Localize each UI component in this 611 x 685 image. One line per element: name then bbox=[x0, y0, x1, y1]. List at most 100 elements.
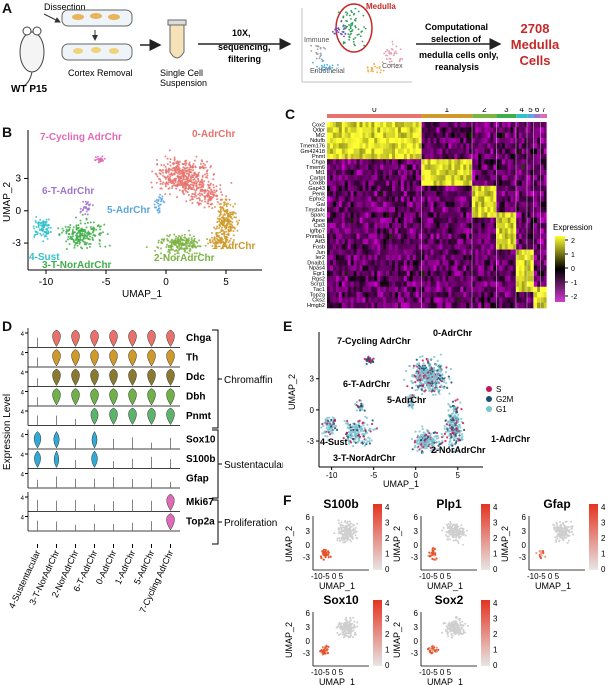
e-cluster-label-2: 2-NorAdrChr bbox=[431, 445, 486, 455]
y-tick-label: 3 bbox=[522, 527, 527, 536]
comp-label-4: reanalysis bbox=[435, 62, 479, 72]
comp-label-1: Computational bbox=[425, 22, 488, 32]
gene-label: Apoe bbox=[312, 218, 325, 224]
y-tick-label: 4 bbox=[21, 434, 25, 440]
scale-tick: 0 bbox=[601, 565, 606, 574]
y-tick-label: 4 bbox=[21, 410, 25, 416]
violin-gene-label: Gfap bbox=[186, 474, 209, 485]
scale-tick: 4 bbox=[385, 503, 390, 512]
cluster-bar bbox=[421, 114, 473, 118]
cluster-label-6: 6-T-AdrChr bbox=[42, 186, 94, 197]
y-tick-label: 0 bbox=[310, 406, 315, 415]
y-axis-label: UMAP_2 bbox=[392, 526, 402, 562]
x-axis-label: UMAP_1 bbox=[535, 581, 571, 591]
scale-tick: 3 bbox=[385, 615, 390, 624]
gene-label: Chga bbox=[312, 159, 326, 165]
violin-gene-label: Top2a bbox=[186, 517, 215, 528]
scale-tick: 2 bbox=[493, 630, 498, 639]
x-axis-label: UMAP_1 bbox=[319, 677, 355, 685]
cluster-number: 4 bbox=[519, 108, 524, 114]
scale-tick: 3 bbox=[493, 519, 498, 528]
gene-label: Gal bbox=[316, 202, 325, 208]
x-tick-labels: -10-5 0 5 bbox=[419, 668, 452, 677]
y-tick-label: 4 bbox=[21, 516, 25, 522]
legend-s: S bbox=[496, 385, 501, 394]
culture-dish-icon bbox=[61, 43, 133, 61]
y-tick-label: 3 bbox=[414, 527, 419, 536]
scale-tick: 1 bbox=[493, 646, 498, 655]
tube-icon bbox=[167, 19, 187, 59]
mouse-icon bbox=[19, 26, 45, 87]
y-tick-label: 4 bbox=[21, 496, 25, 502]
thumb-cortex-label: Cortex bbox=[382, 63, 403, 70]
cortex-removal-label: Cortex Removal bbox=[68, 68, 133, 78]
y-tick-label: 3 bbox=[306, 527, 311, 536]
gene-label: Sparc bbox=[310, 213, 325, 219]
e-cluster-label-5: 5-AdrChr bbox=[387, 395, 426, 405]
x-tick-label: 5 bbox=[223, 277, 229, 288]
scale-tick: 1 bbox=[385, 646, 390, 655]
legend-tick: 0 bbox=[571, 266, 575, 273]
scale-tick: 1 bbox=[385, 550, 390, 559]
legend-g2m: G2M bbox=[496, 395, 514, 404]
panel-label-b: B bbox=[2, 124, 13, 140]
gene-label: Gm42418 bbox=[300, 149, 325, 155]
y-axis-label: UMAP_2 bbox=[284, 622, 294, 658]
color-scale-bar bbox=[589, 504, 598, 570]
scale-tick: 1 bbox=[601, 550, 606, 559]
cluster-label-7: 7-Cycling AdrChr bbox=[40, 132, 122, 143]
cluster-number: 3 bbox=[504, 108, 509, 114]
y-tick-label: -3 bbox=[519, 553, 527, 562]
y-axis-label: UMAP_2 bbox=[392, 622, 402, 658]
x-tick-label: -5 bbox=[102, 277, 111, 288]
cluster-bar bbox=[527, 114, 534, 118]
scale-tick: 4 bbox=[493, 599, 498, 608]
legend-tick: -2 bbox=[571, 294, 577, 301]
cluster-number: 5 bbox=[528, 108, 533, 114]
panel-b-umap: -10 -5 0 5 3 0 -3 UMAP_1 UMAP_2 7-Cycling AdrC… bbox=[2, 129, 262, 300]
y-tick-label: 3 bbox=[310, 375, 315, 384]
cluster-bar bbox=[516, 114, 528, 118]
group-label-chromaffin: Chromaffin bbox=[224, 375, 273, 386]
cluster-number: 7 bbox=[541, 108, 546, 114]
scale-tick: 3 bbox=[493, 615, 498, 624]
scale-tick: 4 bbox=[601, 503, 606, 512]
x-tick-labels: -10-5 0 5 bbox=[311, 668, 344, 677]
result-label-1: Medulla bbox=[511, 37, 560, 52]
color-scale-bar bbox=[481, 504, 490, 570]
panel-label-e: E bbox=[283, 318, 293, 334]
gene-label: Cartpt bbox=[310, 175, 326, 181]
panel-e-cellcycle-umap: -10 -5 0 5 3 0 -3 UMAP_1 UMAP_2 7-Cycling AdrC… bbox=[287, 328, 530, 489]
gene-label: Cox8b bbox=[309, 181, 325, 187]
comp-label-2: selection of bbox=[431, 34, 482, 44]
cluster-number: 2 bbox=[482, 108, 487, 114]
scale-tick: 2 bbox=[601, 534, 606, 543]
cluster-label-5: 5-AdrChr bbox=[107, 205, 150, 216]
thumb-immune-label: Immune bbox=[304, 37, 329, 44]
violin-gene-label: Th bbox=[186, 353, 198, 364]
scale-tick: 0 bbox=[493, 565, 498, 574]
violin-gene-label: Ddc bbox=[186, 372, 205, 383]
feature-gene-title: Sox2 bbox=[435, 593, 464, 607]
y-tick-label: 6 bbox=[306, 513, 311, 522]
y-tick-label: -3 bbox=[303, 649, 311, 658]
scale-tick: 4 bbox=[493, 503, 498, 512]
legend-tick: 1 bbox=[571, 252, 575, 259]
cluster-number: 1 bbox=[445, 108, 450, 114]
panel-d-violin: Expression Level 4 Chga 4 Th 4 Ddc 4 Dbh 4 Pnmt 4 S… bbox=[2, 328, 283, 615]
y-tick-label: -3 bbox=[411, 553, 419, 562]
x-tick-label: -10 bbox=[326, 471, 338, 480]
violin-gene-label: Chga bbox=[186, 333, 211, 344]
gene-label: Pnmla1 bbox=[306, 234, 325, 240]
panel-label-c: C bbox=[285, 106, 296, 122]
gene-label: Mt1 bbox=[316, 170, 325, 176]
y-tick-label: 6 bbox=[306, 609, 311, 618]
gene-label: Scrg1 bbox=[310, 282, 325, 288]
scale-tick: 2 bbox=[385, 630, 390, 639]
color-scale-bar bbox=[373, 504, 382, 570]
gene-label: Ephx2 bbox=[309, 197, 325, 203]
